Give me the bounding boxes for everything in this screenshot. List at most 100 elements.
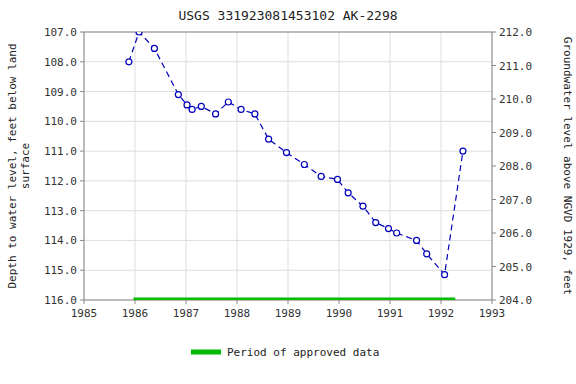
data-point <box>442 272 448 278</box>
data-point <box>198 103 204 109</box>
legend-label: Period of approved data <box>227 346 379 359</box>
grid-line <box>84 91 492 92</box>
grid-line <box>237 32 238 300</box>
data-line <box>129 32 463 275</box>
y2-tick <box>492 166 496 167</box>
data-point <box>184 102 190 108</box>
data-point <box>126 59 132 65</box>
grid-line <box>390 32 391 300</box>
y2-tick <box>492 300 496 301</box>
period-bar <box>133 298 455 301</box>
data-point <box>334 176 340 182</box>
x-tick-label: 1986 <box>122 307 149 320</box>
x-tick <box>339 300 340 304</box>
y-tick <box>80 240 84 241</box>
data-point <box>136 32 142 35</box>
grid <box>84 32 492 300</box>
data-point <box>360 203 366 209</box>
data-point <box>414 237 420 243</box>
y-tick <box>80 180 84 181</box>
grid-line <box>84 121 492 122</box>
y-tick <box>80 210 84 211</box>
x-tick-label: 1987 <box>173 307 200 320</box>
y2-tick <box>492 233 496 234</box>
y2-tick <box>492 32 496 33</box>
x-tick-label: 1985 <box>71 307 98 320</box>
y-tick-label: 112.0 <box>44 175 77 188</box>
data-point <box>151 45 157 51</box>
data-point <box>252 111 258 117</box>
x-tick-label: 1989 <box>275 307 302 320</box>
y-tick-label: 111.0 <box>44 145 77 158</box>
data-point <box>175 92 181 98</box>
y-tick-label: 114.0 <box>44 234 77 247</box>
grid-line <box>84 180 492 181</box>
grid-line <box>84 210 492 211</box>
data-point <box>266 136 272 142</box>
data-point <box>394 230 400 236</box>
y2-tick-label: 210.0 <box>499 93 532 106</box>
data-point <box>238 106 244 112</box>
grid-line <box>441 32 442 300</box>
grid-line <box>84 270 492 271</box>
data <box>126 32 466 300</box>
data-point <box>225 99 231 105</box>
legend-swatch <box>191 350 221 355</box>
data-point <box>318 173 324 179</box>
y2-tick <box>492 99 496 100</box>
y-tick-label: 113.0 <box>44 205 77 218</box>
chart: USGS 331923081453102 AK-2298 1985 1986 1987… <box>0 0 576 384</box>
x-tick <box>441 300 442 304</box>
y-tick <box>80 91 84 92</box>
grid-line <box>186 32 187 300</box>
data-point <box>345 190 351 196</box>
grid-line <box>84 61 492 62</box>
grid-line <box>339 32 340 300</box>
y-tick <box>80 151 84 152</box>
data-point <box>424 251 430 257</box>
y2-tick <box>492 65 496 66</box>
data-point <box>301 162 307 168</box>
data-point <box>373 220 379 226</box>
y2-tick-label: 211.0 <box>499 60 532 73</box>
y2-tick-label: 208.0 <box>499 160 532 173</box>
y-tick <box>80 61 84 62</box>
y-tick-label: 116.0 <box>44 294 77 307</box>
y2-tick-label: 212.0 <box>499 26 532 39</box>
y2-tick-label: 204.0 <box>499 294 532 307</box>
y-axis-label: Depth to water level, feet below landsur… <box>6 43 32 288</box>
y2-axis-label: Groundwater level above NGVD 1929, feet <box>561 37 574 295</box>
y-tick <box>80 300 84 301</box>
y-axis-label-line: surface <box>19 143 32 189</box>
x-tick <box>288 300 289 304</box>
x-tick <box>135 300 136 304</box>
data-point <box>213 111 219 117</box>
x-tick <box>84 300 85 304</box>
y2-tick <box>492 199 496 200</box>
x-tick-label: 1990 <box>326 307 353 320</box>
x-tick <box>492 300 493 304</box>
x-tick-label: 1988 <box>224 307 251 320</box>
data-point <box>385 226 391 232</box>
x-tick-label: 1993 <box>479 307 506 320</box>
y2-tick-label: 209.0 <box>499 127 532 140</box>
axes: 198519861987198819891990199119921993107.… <box>44 26 532 320</box>
x-tick <box>390 300 391 304</box>
y-axis-label-line: Depth to water level, feet below land <box>6 43 19 288</box>
title: USGS 331923081453102 AK-2298 <box>178 8 397 23</box>
grid-line <box>84 240 492 241</box>
y-tick-label: 109.0 <box>44 86 77 99</box>
plot-frame <box>84 32 492 300</box>
y-tick <box>80 32 84 33</box>
data-point <box>460 148 466 154</box>
data-point <box>189 106 195 112</box>
y2-tick-label: 206.0 <box>499 227 532 240</box>
grid-line <box>288 32 289 300</box>
y-tick-label: 110.0 <box>44 115 77 128</box>
x-tick-label: 1991 <box>377 307 404 320</box>
x-tick <box>186 300 187 304</box>
data-point <box>283 150 289 156</box>
y-tick <box>80 270 84 271</box>
y2-tick <box>492 132 496 133</box>
background <box>0 0 576 384</box>
